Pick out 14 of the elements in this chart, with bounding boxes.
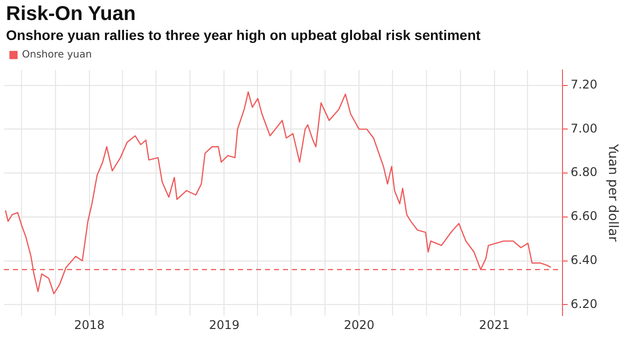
y-tick-label: 6.80 bbox=[570, 165, 598, 180]
chart-subtitle: Onshore yuan rallies to three year high on upbeat global risk sentiment bbox=[5, 26, 482, 44]
x-tick-label: 2021 bbox=[479, 318, 510, 332]
y-tick-label: 7.20 bbox=[570, 77, 598, 92]
y-tick-label: 7.00 bbox=[570, 121, 598, 136]
legend-label: Onshore yuan bbox=[22, 50, 92, 61]
y-tick-label: 6.40 bbox=[570, 252, 598, 267]
x-tick-label: 2018 bbox=[74, 318, 105, 332]
y-axis-title: Yuan per dollar bbox=[604, 143, 620, 242]
x-tick-label: 2020 bbox=[344, 318, 374, 332]
x-tick-label: 2019 bbox=[208, 318, 240, 332]
chart-title: Risk-On Yuan bbox=[5, 2, 137, 26]
y-tick-label: 6.20 bbox=[570, 296, 598, 311]
y-tick-label: 6.60 bbox=[570, 209, 598, 224]
